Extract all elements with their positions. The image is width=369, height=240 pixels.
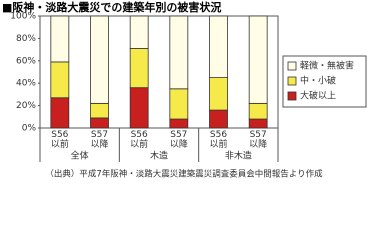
legend-label: 軽微・無被害 xyxy=(300,60,354,72)
bar-segment xyxy=(169,118,189,129)
bar-segment xyxy=(248,102,268,120)
bar-segment xyxy=(129,48,149,89)
source-note: （出典）平成7年阪神・淡路大震災建築震災調査委員会中間報告より作成 xyxy=(45,169,323,180)
bar-segment xyxy=(90,15,109,104)
bar-segment xyxy=(209,77,228,111)
bar-segment xyxy=(50,61,70,99)
legend-label: 中・小破 xyxy=(300,75,336,87)
bar-segment xyxy=(129,87,149,129)
bar-segment xyxy=(50,15,70,63)
bar-segment xyxy=(129,15,149,49)
chart: ■阪神・淡路大震災での建築年別の被害状況 （出典）平成7年阪神・淡路大震災建築震… xyxy=(2,0,367,180)
bar-segment xyxy=(209,109,228,129)
bar-segment xyxy=(90,102,109,119)
x-tick-label: S56 以前 xyxy=(50,130,69,150)
x-tick-label: S56 以前 xyxy=(209,130,228,150)
legend-swatch xyxy=(287,61,297,71)
bar-segment xyxy=(169,88,189,120)
bar-segment xyxy=(90,117,109,129)
chart-container: ■阪神・淡路大震災での建築年別の被害状況 （出典）平成7年阪神・淡路大震災建築震… xyxy=(2,0,367,180)
x-tick-label: S56 以前 xyxy=(130,130,149,150)
y-tick-label: 100% xyxy=(10,12,36,22)
y-tick-label: 40% xyxy=(16,79,36,89)
y-tick-label: 20% xyxy=(16,101,36,111)
bar-segment xyxy=(248,118,268,129)
bar-segment xyxy=(209,15,228,78)
legend-swatch xyxy=(287,91,297,101)
y-tick-label: 80% xyxy=(16,34,36,44)
bar-segment xyxy=(169,15,189,90)
group-label: 非木造 xyxy=(225,150,252,162)
legend-swatch xyxy=(287,76,297,86)
x-tick-label: S57 以降 xyxy=(169,130,188,150)
x-tick-label: S57 以降 xyxy=(90,130,109,150)
bar-segment xyxy=(50,97,70,129)
group-label: 全体 xyxy=(71,150,89,162)
legend-box xyxy=(282,55,367,108)
plot-frame xyxy=(39,15,279,129)
group-label: 木造 xyxy=(150,150,168,162)
bar-segment xyxy=(248,15,268,104)
y-tick-label: 0% xyxy=(22,124,37,134)
chart-title: ■阪神・淡路大震災での建築年別の被害状況 xyxy=(2,0,221,14)
y-tick-label: 60% xyxy=(16,56,36,66)
x-tick-label: S57 以降 xyxy=(249,130,268,150)
legend-label: 大破以上 xyxy=(300,90,336,102)
